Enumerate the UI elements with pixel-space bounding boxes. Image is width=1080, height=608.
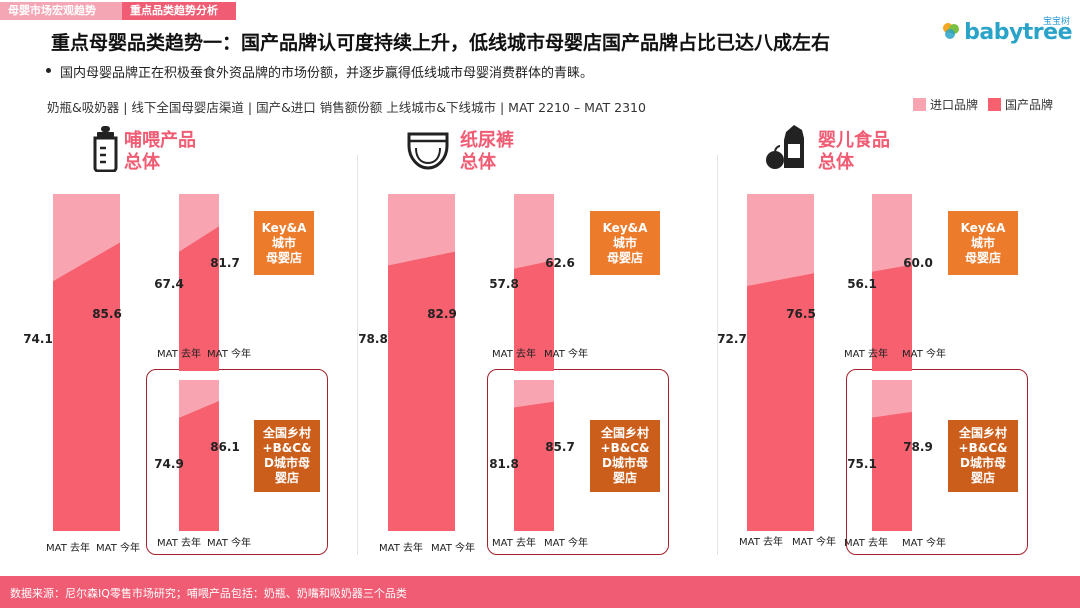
tick-label-this-year: MAT 今年 bbox=[431, 541, 475, 554]
tick-label-last-year: MAT 去年 bbox=[739, 535, 783, 548]
tick-label-this-year: MAT 今年 bbox=[902, 347, 946, 360]
tick-label-this-year: MAT 今年 bbox=[207, 536, 251, 549]
footer-bar: 数据来源：尼尔森IQ零售市场研究；哺喂产品包括：奶瓶、奶嘴和吸奶器三个品类 bbox=[0, 576, 1080, 608]
tick-label-this-year: MAT 今年 bbox=[902, 536, 946, 549]
category-sub: 总体 bbox=[460, 152, 496, 173]
tick-label-last-year: MAT 去年 bbox=[492, 347, 536, 360]
tick-label-last-year: MAT 去年 bbox=[157, 536, 201, 549]
data-label-this-year: 85.7 bbox=[545, 440, 575, 454]
babytree-logo: 宝宝树 babytree bbox=[942, 6, 1072, 46]
segment-label-upper: Key&A 城市 母婴店 bbox=[254, 211, 314, 275]
data-label-last-year: 78.8 bbox=[358, 332, 388, 346]
data-label-last-year: 56.1 bbox=[847, 277, 877, 291]
segment-label-lower: 全国乡村 +B&C& D城市母 婴店 bbox=[590, 420, 660, 492]
logo-wordmark: babytree bbox=[964, 20, 1072, 45]
column-divider bbox=[717, 155, 718, 555]
data-label-this-year: 82.9 bbox=[427, 307, 457, 321]
tick-label-this-year: MAT 今年 bbox=[544, 536, 588, 549]
legend-label-import: 进口品牌 bbox=[930, 98, 979, 112]
domestic-share-area bbox=[514, 401, 554, 531]
page-title: 重点母婴品类趋势一：国产品牌认可度持续上升，低线城市母婴店国产品牌占比已达八成左… bbox=[51, 32, 831, 54]
data-label-last-year: 74.1 bbox=[23, 332, 53, 346]
category-name: 婴儿食品 bbox=[818, 130, 890, 151]
segment-label-upper: Key&A 城市 母婴店 bbox=[948, 211, 1018, 275]
legend-swatch-domestic bbox=[988, 98, 1001, 111]
tick-label-last-year: MAT 去年 bbox=[492, 536, 536, 549]
category-title-feeding: 哺喂产品 总体 bbox=[124, 130, 196, 174]
data-label-last-year: 72.7 bbox=[717, 332, 747, 346]
lower-tier-frame bbox=[846, 369, 1028, 555]
category-name: 纸尿裤 bbox=[460, 130, 514, 151]
domestic-share-area bbox=[388, 251, 455, 531]
logo-mark-icon bbox=[943, 23, 959, 39]
category-title-diaper: 纸尿裤 总体 bbox=[460, 130, 514, 174]
data-label-this-year: 81.7 bbox=[210, 256, 240, 270]
legend-domestic: 国产品牌 bbox=[988, 96, 1053, 113]
segment-label-lower: 全国乡村 +B&C& D城市母 婴店 bbox=[948, 420, 1018, 492]
domestic-share-area bbox=[514, 260, 554, 371]
tab-category-trend[interactable]: 重点品类趋势分析 bbox=[122, 2, 236, 20]
chart-subtitle: 奶瓶&吸奶器 | 线下全国母婴店渠道 | 国产&进口 销售额份额 上线城市&下线… bbox=[47, 100, 646, 115]
logo-chinese: 宝宝树 bbox=[1042, 17, 1070, 27]
legend-label-domestic: 国产品牌 bbox=[1005, 98, 1054, 112]
tick-label-this-year: MAT 今年 bbox=[207, 347, 251, 360]
data-label-last-year: 57.8 bbox=[489, 277, 519, 291]
category-sub: 总体 bbox=[818, 152, 854, 173]
category-title-baby-food: 婴儿食品 总体 bbox=[818, 130, 890, 174]
legend-import: 进口品牌 bbox=[913, 96, 978, 113]
data-label-this-year: 76.5 bbox=[786, 307, 816, 321]
domestic-share-area bbox=[179, 226, 219, 371]
lower-tier-frame bbox=[487, 369, 669, 555]
tick-label-this-year: MAT 今年 bbox=[544, 347, 588, 360]
lower-tier-frame bbox=[146, 369, 328, 555]
footer-source: 数据来源：尼尔森IQ零售市场研究；哺喂产品包括：奶瓶、奶嘴和吸奶器三个品类 bbox=[10, 587, 407, 600]
column-divider bbox=[357, 155, 358, 555]
bullet-text: 国内母婴品牌正在积极蚕食外资品牌的市场份额，并逐步赢得低线城市母婴消费群体的青睐… bbox=[46, 62, 594, 81]
data-label-last-year: 81.8 bbox=[489, 457, 519, 471]
tick-label-this-year: MAT 今年 bbox=[792, 535, 836, 548]
bullet-label: 国内母婴品牌正在积极蚕食外资品牌的市场份额，并逐步赢得低线城市母婴消费群体的青睐… bbox=[60, 66, 594, 81]
domestic-share-area bbox=[872, 411, 912, 531]
category-name: 哺喂产品 bbox=[124, 130, 196, 151]
domestic-share-area bbox=[179, 400, 219, 531]
tick-label-last-year: MAT 去年 bbox=[844, 536, 888, 549]
category-sub: 总体 bbox=[124, 152, 160, 173]
tab-market-macro[interactable]: 母婴市场宏观趋势 bbox=[0, 2, 126, 20]
tick-label-last-year: MAT 去年 bbox=[379, 541, 423, 554]
data-label-last-year: 74.9 bbox=[154, 457, 184, 471]
data-label-this-year: 78.9 bbox=[903, 440, 933, 454]
data-label-this-year: 86.1 bbox=[210, 440, 240, 454]
domestic-share-area bbox=[872, 264, 912, 371]
data-label-this-year: 62.6 bbox=[545, 256, 575, 270]
diaper-icon bbox=[407, 132, 449, 170]
segment-label-upper: Key&A 城市 母婴店 bbox=[590, 211, 660, 275]
data-label-this-year: 60.0 bbox=[903, 256, 933, 270]
baby-food-icon bbox=[766, 125, 804, 169]
data-label-last-year: 67.4 bbox=[154, 277, 184, 291]
tick-label-this-year: MAT 今年 bbox=[96, 541, 140, 554]
baby-bottle-icon bbox=[93, 126, 118, 172]
domestic-share-area bbox=[747, 273, 814, 531]
bullet-dot bbox=[46, 68, 51, 73]
legend-swatch-import bbox=[913, 98, 926, 111]
tick-label-last-year: MAT 去年 bbox=[46, 541, 90, 554]
data-label-last-year: 75.1 bbox=[847, 457, 877, 471]
tick-label-last-year: MAT 去年 bbox=[157, 347, 201, 360]
domestic-share-area bbox=[53, 242, 120, 531]
segment-label-lower: 全国乡村 +B&C& D城市母 婴店 bbox=[254, 420, 320, 492]
data-label-this-year: 85.6 bbox=[92, 307, 122, 321]
tick-label-last-year: MAT 去年 bbox=[844, 347, 888, 360]
